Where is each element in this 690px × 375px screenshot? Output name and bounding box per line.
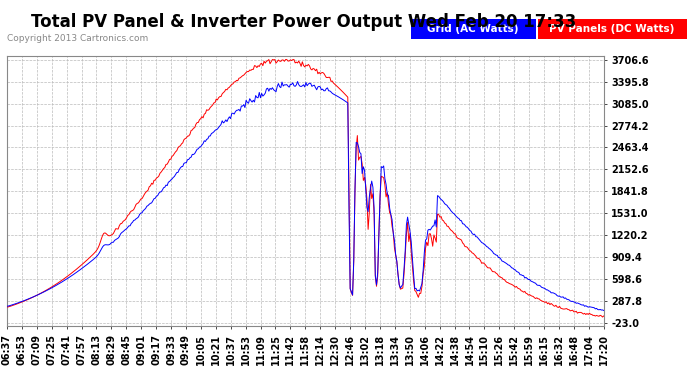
Bar bbox=[538, 19, 687, 39]
Text: Total PV Panel & Inverter Power Output Wed Feb 20 17:33: Total PV Panel & Inverter Power Output W… bbox=[31, 13, 576, 31]
Text: PV Panels (DC Watts): PV Panels (DC Watts) bbox=[549, 24, 675, 34]
Bar bbox=[411, 19, 536, 39]
Text: Grid (AC Watts): Grid (AC Watts) bbox=[427, 24, 519, 34]
Text: Copyright 2013 Cartronics.com: Copyright 2013 Cartronics.com bbox=[7, 34, 148, 43]
